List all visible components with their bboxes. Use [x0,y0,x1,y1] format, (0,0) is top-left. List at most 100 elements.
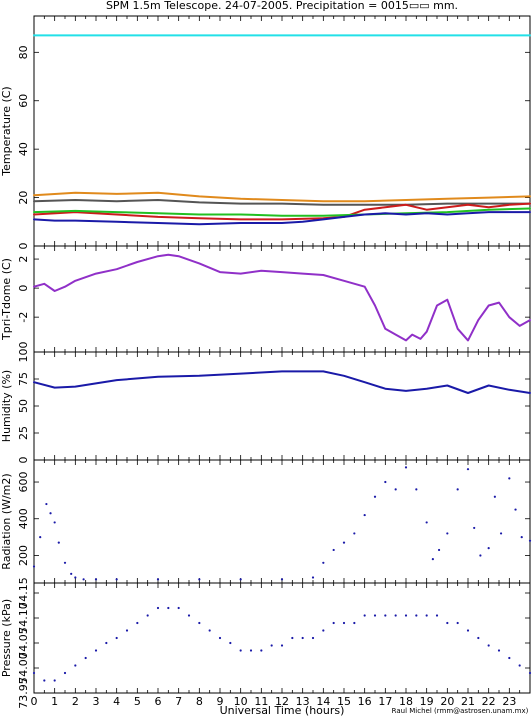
data-point [70,572,73,575]
y-tick-label: 50 [17,399,30,413]
series-line [33,191,531,203]
x-tick-label: 22 [482,695,496,708]
data-point [466,629,470,632]
data-point [466,468,470,471]
x-tick-label: 9 [217,695,224,708]
y-tick-label: 20 [17,191,30,205]
data-point [493,495,496,498]
x-tick-label: 7 [175,695,182,708]
y-tick-label: 400 [17,508,30,529]
data-point [528,671,532,675]
data-point [431,558,434,561]
data-point [479,554,482,557]
x-tick-label: 17 [378,695,392,708]
data-point [353,532,356,535]
data-point [394,614,397,617]
y-axis-label: Tpri-Tdome (C) [0,258,13,341]
y-tick-label: 73.95 [17,677,30,709]
y-tick-label: 0 [17,457,30,464]
data-point [499,532,503,535]
y-tick-label: 75 [17,372,30,386]
y-tick-label: 40 [17,142,30,156]
y-axis-label: Pressure (kPa) [0,599,13,677]
y-tick-label: 200 [17,545,30,566]
data-point [115,578,118,581]
data-point [57,541,60,544]
data-point [435,614,439,617]
y-tick-label: 0 [17,285,30,292]
data-point [425,614,428,617]
data-point [528,539,532,542]
data-point [404,614,408,617]
series-line [33,202,531,221]
chart-panel: -2 0 2 Tpri-Tdome (C) [0,245,531,353]
data-point [373,495,377,498]
data-point [49,512,52,515]
x-tick-label: 14 [316,695,330,708]
data-point [82,578,85,581]
y-axis-label: Radiation (W/m2) [0,473,13,569]
data-point [363,513,366,517]
data-point [363,614,366,617]
data-point [115,636,118,640]
data-point [74,576,77,579]
x-tick-label: 4 [113,695,120,708]
x-tick-label: 16 [358,695,372,708]
data-point [477,636,480,640]
data-point [167,606,170,610]
y-axis-label: Humidity (%) [0,370,13,442]
x-tick-label: 11 [254,695,268,708]
data-point [342,621,346,625]
series-line [33,199,531,206]
y-tick-label: 0 [17,243,30,250]
data-point [156,606,160,610]
y-tick-label: 74.10 [17,602,30,634]
data-point [353,621,356,625]
data-point [415,488,418,491]
data-point [373,614,377,617]
data-point [384,480,387,484]
x-tick-label: 13 [296,695,310,708]
x-tick-label: 10 [234,695,248,708]
data-point [249,649,253,652]
data-point [404,466,408,469]
data-point [198,578,201,581]
x-tick-label: 1 [51,695,58,708]
data-point [53,679,56,682]
data-point [94,649,98,652]
series-line [33,253,531,342]
data-point [514,508,517,511]
data-point [311,636,315,640]
data-point [446,621,449,625]
x-tick-label: 2 [72,695,79,708]
x-tick-label: 6 [155,695,162,708]
x-axis-label: Universal Time (hours) [220,704,345,717]
data-point [146,614,149,617]
data-point [342,541,346,544]
data-point [39,536,42,539]
credit-text: Raul Michel (rmm@astrosen.unam.mx) [392,707,529,715]
data-point [520,536,523,539]
data-point [291,636,294,640]
data-point [332,548,335,552]
x-tick-label: 8 [196,695,203,708]
x-tick-label: 18 [399,695,413,708]
data-point [508,656,511,660]
data-point [446,532,449,535]
chart-panel: 0 25 50 75 100 Humidity (%) [0,342,531,464]
data-point [94,578,98,581]
data-point [32,565,36,568]
data-point [136,621,139,625]
data-point [74,664,77,667]
y-tick-label: 100 [17,342,30,363]
data-point [332,621,335,625]
data-point [239,578,242,581]
panel-frame [33,351,531,461]
y-tick-label: 2 [17,256,30,263]
data-point [45,502,48,506]
data-point [322,561,325,564]
x-tick-label: 21 [461,695,475,708]
data-point [425,521,428,524]
data-point [63,671,67,675]
